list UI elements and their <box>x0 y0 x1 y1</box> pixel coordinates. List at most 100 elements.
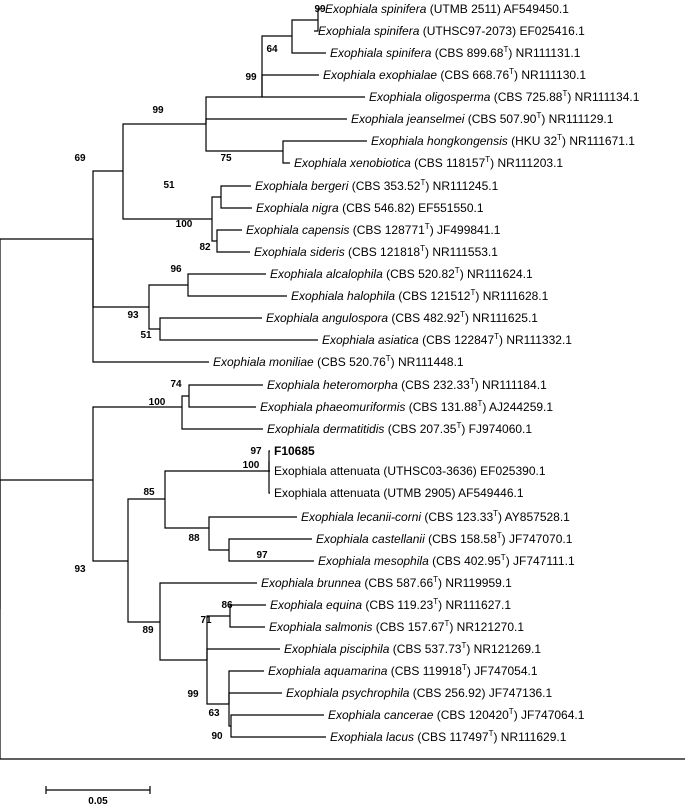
tree-branch <box>159 622 207 661</box>
tree-branch <box>261 74 319 97</box>
taxon-label: Exophiala phaeomuriformis (CBS 131.88T) … <box>260 399 553 414</box>
tree-branches <box>0 8 685 760</box>
bootstrap-value: 99 <box>187 689 199 700</box>
taxon-label: Exophiala hongkongensis (HKU 32T) NR1116… <box>371 133 635 148</box>
tree-branch <box>229 616 265 628</box>
taxon-label: Exophiala spinifera (UTMB 2511) AF549450… <box>325 2 569 16</box>
tree-branch <box>148 307 160 330</box>
taxon-label: Exophiala bergeri (CBS 353.52T) NR111245… <box>255 178 499 193</box>
taxon-label: Exophiala salmonis (CBS 157.67T) NR12127… <box>269 619 524 634</box>
bootstrap-value: 89 <box>142 625 154 636</box>
bootstrap-value: 71 <box>200 615 212 626</box>
tree-branch <box>206 660 229 705</box>
bootstrap-value: 100 <box>149 397 166 408</box>
bootstrap-values: 9964999975695110082969351741009710085889… <box>74 4 326 742</box>
bootstrap-value: 96 <box>170 264 182 275</box>
bootstrap-value: 99 <box>314 4 326 15</box>
tree-branch <box>291 36 326 54</box>
tree-branch <box>148 284 188 307</box>
tree-branch <box>208 528 229 551</box>
bootstrap-value: 69 <box>74 153 86 164</box>
taxon-label: Exophiala moniliae (CBS 520.76T) NR11144… <box>213 354 464 369</box>
taxon-label: Exophiala brunnea (CBS 587.66T) NR119959… <box>261 575 512 590</box>
tree-branch <box>188 384 263 396</box>
taxon-label: Exophiala pisciphila (CBS 537.73T) NR121… <box>284 641 541 656</box>
tree-branch <box>268 450 270 461</box>
tree-branch <box>187 273 266 285</box>
taxon-label: Exophiala exophialae (CBS 668.76T) NR111… <box>323 67 586 82</box>
taxon-label: Exophiala castellanii (CBS 158.58T) JF74… <box>316 531 573 546</box>
tree-branch <box>206 648 280 660</box>
taxon-labels: Exophiala spinifera (UTMB 2511) AF549450… <box>213 2 640 744</box>
taxon-label: Exophiala equina (CBS 119.23T) NR111627.… <box>270 597 511 612</box>
tree-branch <box>314 20 319 32</box>
bootstrap-value: 82 <box>199 242 211 253</box>
tree-branch <box>228 692 282 704</box>
tree-branch <box>216 241 250 253</box>
tree-branch <box>92 170 123 239</box>
tree-branch <box>92 239 149 308</box>
tree-branch <box>220 185 251 197</box>
tree-branch <box>0 609 685 760</box>
taxon-label: Exophiala capensis (CBS 128771T) JF49984… <box>246 222 501 237</box>
bootstrap-value: 86 <box>221 600 233 611</box>
taxon-label: Exophiala aquamarina (CBS 119918T) JF747… <box>268 663 538 678</box>
tree-branch <box>220 197 252 209</box>
tree-branch <box>92 480 128 562</box>
tree-branch <box>216 229 242 241</box>
tree-branch <box>228 550 314 562</box>
taxon-label: Exophiala angulospora (CBS 482.92T) NR11… <box>266 310 538 325</box>
tree-branch <box>205 96 262 124</box>
bootstrap-value: 64 <box>266 44 278 55</box>
taxon-label: Exophiala oligosperma (CBS 725.88T) NR11… <box>369 89 640 104</box>
taxon-label: Exophiala psychrophila (CBS 256.92) JF74… <box>286 686 553 700</box>
tree-branch <box>205 118 347 124</box>
tree-branch <box>122 123 206 171</box>
tree-branch <box>164 470 269 499</box>
bootstrap-value: 63 <box>208 708 220 719</box>
tree-branch <box>211 219 217 242</box>
tree-branch <box>181 407 263 430</box>
bootstrap-value: 51 <box>163 180 175 191</box>
bootstrap-value: 100 <box>176 219 193 230</box>
taxon-label: Exophiala nigra (CBS 546.82) EF551550.1 <box>256 201 484 215</box>
taxon-label: Exophiala attenuata (UTMB 2905) AF549446… <box>274 486 524 500</box>
bootstrap-value: 93 <box>74 564 86 575</box>
taxon-label: Exophiala xenobiotica (CBS 118157T) NR11… <box>294 155 563 170</box>
tree-branch <box>127 498 165 561</box>
bootstrap-value: 97 <box>250 446 262 457</box>
tree-branch <box>206 615 230 660</box>
bootstrap-value: 99 <box>245 72 257 83</box>
bootstrap-value: 100 <box>243 460 260 471</box>
tree-branch <box>0 479 93 609</box>
scale-bar: 0.05 <box>45 786 151 806</box>
bootstrap-value: 74 <box>170 379 182 390</box>
bootstrap-value: 85 <box>143 487 155 498</box>
taxon-label: Exophiala attenuata (UTHSC03-3636) EF025… <box>274 464 546 478</box>
bootstrap-value: 97 <box>256 550 268 561</box>
bootstrap-value: 51 <box>140 330 152 341</box>
tree-branch <box>211 196 221 219</box>
tree-branch <box>92 406 182 480</box>
bootstrap-value: 99 <box>152 105 164 116</box>
tree-branch <box>181 395 189 407</box>
tree-branch <box>164 499 209 529</box>
taxon-label: Exophiala lecanii-corni (CBS 123.33T) AY… <box>301 509 570 524</box>
taxon-label: Exophiala asiatica (CBS 122847T) NR11133… <box>322 332 572 347</box>
tree-branch <box>159 582 257 622</box>
tree-branch <box>159 317 262 329</box>
tree-branch <box>230 714 324 726</box>
taxon-label: Exophiala dermatitidis (CBS 207.35T) FJ9… <box>267 421 532 436</box>
taxon-label: Exophiala cancerae (CBS 120420T) JF74706… <box>328 707 585 722</box>
tree-branch <box>92 239 209 363</box>
taxon-label: Exophiala mesophila (CBS 402.95T) JF7471… <box>318 553 575 568</box>
tree-branch <box>127 561 160 623</box>
tree-branch <box>228 670 264 704</box>
tree-branch <box>282 151 290 164</box>
taxon-label: Exophiala halophila (CBS 121512T) NR1116… <box>291 288 549 303</box>
taxon-label: Exophiala heteromorpha (CBS 232.33T) NR1… <box>267 377 547 392</box>
tree-branch <box>228 704 231 727</box>
taxon-label: F10685 <box>274 444 315 458</box>
tree-branch <box>188 396 256 408</box>
